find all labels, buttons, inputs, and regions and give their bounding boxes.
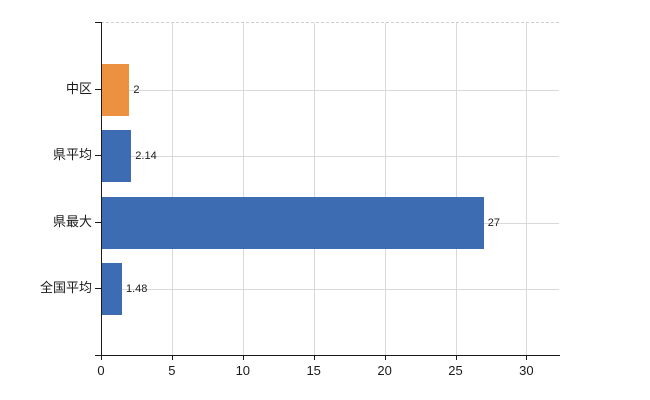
x-axis-line — [95, 355, 560, 356]
bar-value-label: 1.48 — [126, 283, 148, 296]
x-tick-label: 25 — [448, 363, 463, 378]
x-axis-tick — [101, 355, 102, 360]
x-tick-label: 20 — [377, 363, 392, 378]
bar — [101, 263, 122, 316]
x-tick-label: 0 — [97, 363, 105, 378]
category-label: 県平均 — [52, 147, 92, 163]
vertical-gridline — [242, 23, 244, 356]
category-label: 中区 — [65, 80, 92, 96]
x-tick-label: 30 — [519, 363, 534, 378]
bar-value-label: 2.14 — [135, 150, 157, 163]
bar-value-label: 27 — [487, 216, 501, 229]
category-label: 全国平均 — [39, 280, 92, 296]
x-axis-tick — [455, 355, 457, 360]
x-tick-label: 5 — [168, 363, 176, 378]
vertical-gridline — [455, 23, 457, 356]
vertical-gridline — [171, 23, 173, 356]
x-axis-tick — [526, 355, 528, 360]
y-axis-tick — [95, 155, 101, 157]
x-axis-tick — [171, 355, 173, 360]
bar-value-label: 2 — [133, 83, 140, 96]
y-axis-tick — [95, 88, 101, 90]
y-axis-tick — [95, 221, 101, 223]
category-label: 県最大 — [52, 213, 92, 229]
bar — [101, 196, 484, 249]
plot-area: 2 2.14 27 1.48 — [101, 22, 559, 356]
vertical-gridline — [384, 23, 386, 356]
bar — [101, 130, 132, 183]
x-axis-tick — [384, 355, 386, 360]
horizontal-gridline — [101, 156, 559, 158]
y-axis-top-tick — [95, 22, 101, 23]
y-axis-line — [101, 22, 102, 355]
y-axis-tick — [95, 288, 101, 290]
x-axis-tick — [242, 355, 244, 360]
x-tick-label: 15 — [306, 363, 321, 378]
horizontal-gridline — [101, 289, 559, 291]
vertical-gridline — [313, 23, 315, 356]
bar — [101, 63, 130, 116]
x-tick-label: 10 — [235, 363, 251, 378]
x-axis-tick — [313, 355, 315, 360]
horizontal-gridline — [101, 89, 559, 91]
vertical-gridline — [526, 23, 528, 356]
